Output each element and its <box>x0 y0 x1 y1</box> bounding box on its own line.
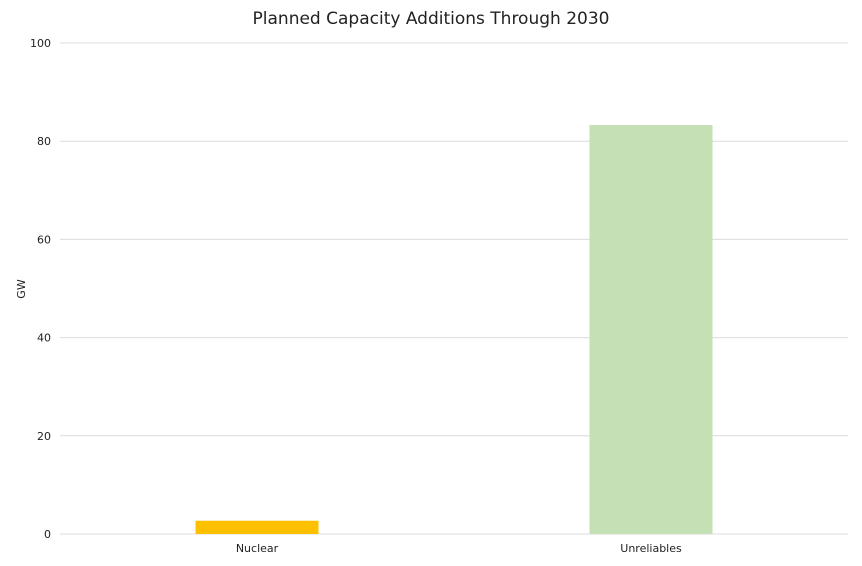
y-tick-label: 20 <box>37 430 51 443</box>
y-tick-label: 100 <box>30 37 51 50</box>
gridlines <box>60 42 848 535</box>
y-axis-ticks: 0 20 40 60 80 100 <box>30 37 51 541</box>
x-axis-ticks: Nuclear Unreliables <box>236 542 682 555</box>
chart-title: Planned Capacity Additions Through 2030 <box>253 9 610 29</box>
y-tick-label: 40 <box>37 332 51 345</box>
y-tick-label: 0 <box>44 528 51 541</box>
bar-unreliables <box>589 124 713 534</box>
x-tick-label: Unreliables <box>620 542 682 555</box>
y-tick-label: 80 <box>37 135 51 148</box>
bar-nuclear <box>195 520 319 534</box>
y-axis-label: GW <box>15 279 28 299</box>
y-tick-label: 60 <box>37 233 51 246</box>
x-tick-label: Nuclear <box>236 542 279 555</box>
bars <box>195 124 713 534</box>
